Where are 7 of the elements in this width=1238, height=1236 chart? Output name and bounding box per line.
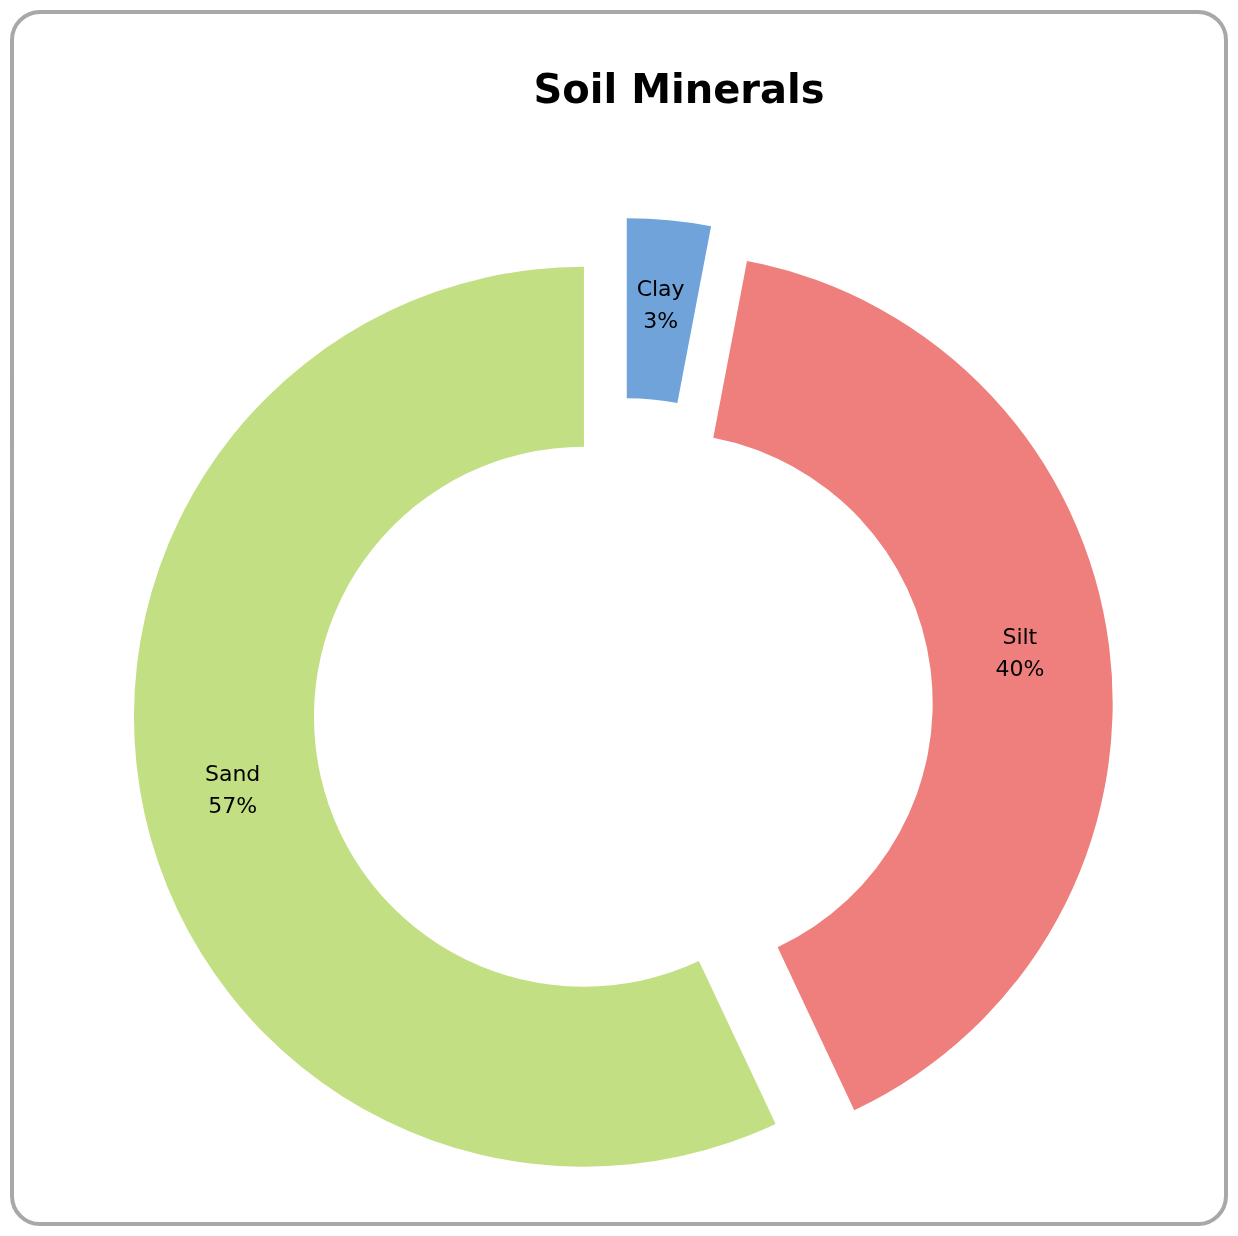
slice-label: Sand xyxy=(204,761,261,787)
chart-title: Soil Minerals xyxy=(533,66,825,112)
data-label: 3% xyxy=(643,307,679,333)
slice-label: Silt xyxy=(1002,623,1038,649)
slice-label: Clay xyxy=(636,275,685,301)
data-label: 40% xyxy=(995,655,1045,681)
data-label: 57% xyxy=(208,793,258,819)
